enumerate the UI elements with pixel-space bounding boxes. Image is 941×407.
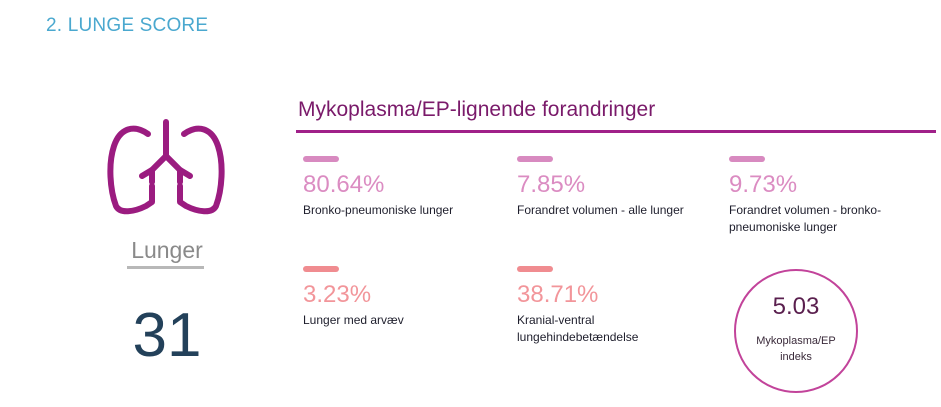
stat-value: 80.64%	[303, 171, 385, 198]
stat-label: Forandret volumen - alle lunger	[517, 203, 684, 217]
stat-lungehindebetaendelse: 38.71% Kranial-ventral lungehindebetænde…	[517, 266, 667, 346]
lungs-icon	[107, 119, 225, 215]
panel-title: Mykoplasma/EP-lignende forandringer	[298, 98, 656, 121]
ep-index-badge: 5.03 Mykoplasma/EP indeks	[734, 269, 858, 393]
stat-label: Bronko-pneumoniske lunger	[303, 203, 454, 217]
ep-index-value: 5.03	[772, 293, 820, 320]
stat-color-bar	[517, 156, 553, 162]
stat-label: Kranial-ventral lungehindebetændelse	[517, 313, 639, 344]
stat-arvaev: 3.23% Lunger med arvæv	[303, 266, 503, 329]
stat-label: Forandret volumen - bronko-pneumoniske l…	[729, 203, 882, 234]
stat-volumen-bronko: 9.73% Forandret volumen - bronko-pneumon…	[729, 156, 914, 236]
stat-value: 9.73%	[729, 171, 798, 198]
stat-color-bar	[729, 156, 765, 162]
panel-divider	[296, 130, 936, 133]
stat-bronko-pneumoniske: 80.64% Bronko-pneumoniske lunger	[303, 156, 503, 219]
stat-volumen-alle: 7.85% Forandret volumen - alle lunger	[517, 156, 717, 219]
stat-color-bar	[303, 266, 339, 272]
section-title: 2. LUNGE SCORE	[46, 15, 209, 36]
stat-color-bar	[517, 266, 553, 272]
organ-label-underline	[127, 266, 204, 269]
stat-value: 7.85%	[517, 171, 586, 198]
stat-color-bar	[303, 156, 339, 162]
stat-value: 38.71%	[517, 281, 599, 308]
stat-label: Lunger med arvæv	[303, 313, 404, 327]
ep-index-label: Mykoplasma/EP indeks	[756, 335, 836, 363]
stat-value: 3.23%	[303, 281, 372, 308]
lung-score: 31	[132, 301, 202, 370]
organ-label: Lunger	[131, 237, 203, 263]
